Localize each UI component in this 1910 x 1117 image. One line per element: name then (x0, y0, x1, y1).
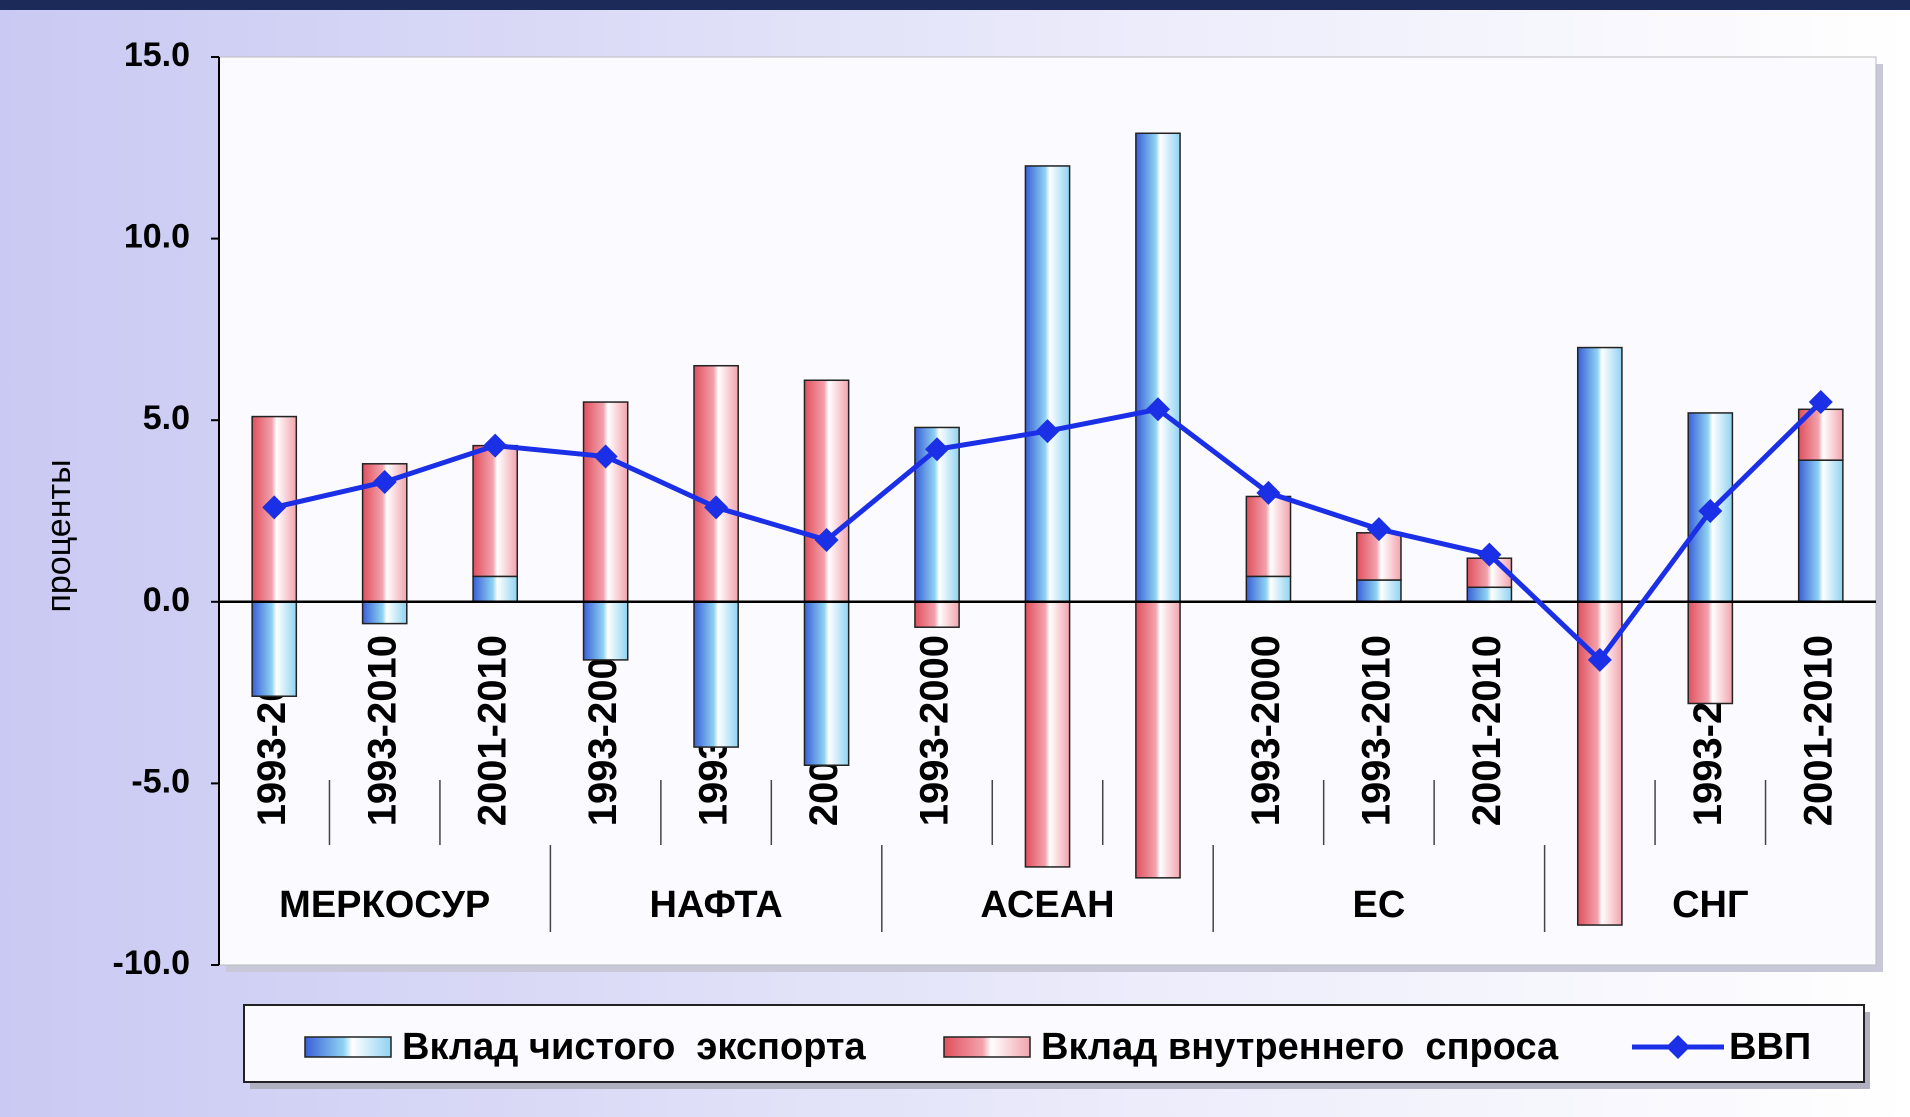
marker (704, 495, 729, 520)
marker (1587, 647, 1612, 672)
legend-marker (1666, 1035, 1690, 1059)
bar (1024, 165, 1071, 603)
marker (1256, 480, 1281, 505)
marker (1808, 390, 1833, 415)
marker (1477, 542, 1502, 567)
legend-box (243, 1004, 1865, 1083)
bar (472, 575, 519, 603)
bar (1797, 459, 1844, 603)
bar (251, 601, 298, 697)
legend-label: Вклад внутреннего спроса (1041, 1026, 1559, 1068)
bar (1245, 495, 1292, 578)
bar (1466, 586, 1513, 603)
group-label: АСЕАН (980, 884, 1114, 926)
x-tick-label: 2001-2010 (1796, 635, 1840, 826)
y-tick-label: 15.0 (124, 36, 190, 74)
bar (1356, 579, 1402, 603)
legend-swatch (943, 1036, 1031, 1058)
x-tick-label: 2001-2010 (1465, 635, 1509, 826)
bar (1576, 346, 1623, 603)
y-tick-label: 0.0 (143, 581, 190, 619)
y-tick-label: -10.0 (113, 944, 191, 982)
marker (262, 495, 287, 520)
group-label: НАФТА (650, 884, 783, 926)
group-label: ЕС (1353, 884, 1406, 926)
y-tick-label: 5.0 (143, 399, 190, 437)
bar (472, 444, 519, 578)
marker (814, 528, 839, 553)
marker (1145, 397, 1170, 422)
marker (483, 433, 508, 458)
marker (925, 437, 950, 462)
x-tick-label: 1993-2000 (581, 635, 625, 826)
y-tick-label: 10.0 (124, 218, 190, 256)
bar (1797, 408, 1844, 461)
group-label: СНГ (1672, 884, 1748, 926)
x-tick-label: 1993-2010 (1354, 635, 1398, 826)
legend-label: Вклад чистого экспорта (402, 1026, 867, 1068)
marker (1366, 517, 1391, 542)
group-label: МЕРКОСУР (279, 884, 490, 926)
bar (803, 379, 850, 603)
x-tick-label: 2001-2010 (471, 635, 515, 826)
bar (803, 601, 850, 766)
bar (1245, 575, 1292, 603)
marker (593, 444, 618, 469)
legend-swatch (304, 1036, 392, 1058)
bar (361, 601, 408, 625)
y-axis-label: проценты (40, 459, 78, 612)
bar (582, 601, 629, 661)
top-border (0, 0, 1910, 10)
bar (914, 426, 960, 603)
marker (1698, 499, 1723, 523)
bar (914, 601, 960, 628)
bar (1024, 601, 1071, 868)
bar (1687, 601, 1734, 705)
bar (1135, 601, 1181, 879)
marker (1035, 419, 1060, 444)
x-tick-label: 1993-2010 (360, 635, 404, 826)
x-tick-label: 1993-2000 (913, 635, 957, 826)
y-tick-label: -5.0 (131, 762, 190, 800)
bar (693, 601, 739, 748)
marker (372, 469, 397, 494)
bar (693, 364, 739, 603)
legend-label: ВВП (1729, 1026, 1811, 1068)
bar (582, 401, 629, 603)
x-tick-label: 1993-2000 (1244, 635, 1288, 826)
bar (1135, 132, 1181, 603)
